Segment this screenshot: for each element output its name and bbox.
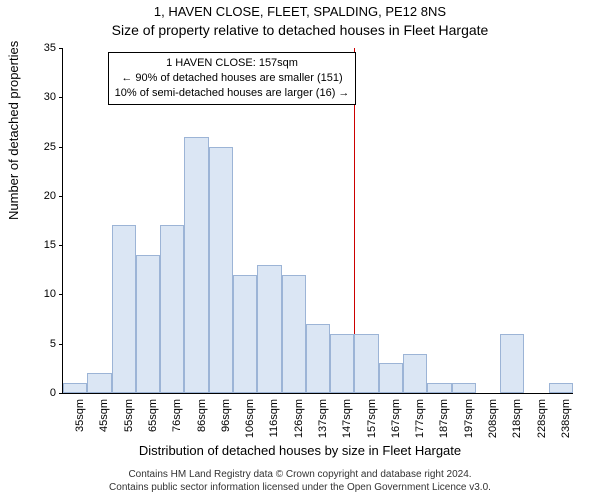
xtick-label: 228sqm (536, 399, 548, 449)
xtick-label: 55sqm (123, 399, 135, 449)
ytick-label: 5 (26, 338, 56, 350)
xtick-label: 197sqm (463, 399, 475, 449)
ytick-label: 35 (26, 42, 56, 54)
xtick-label: 35sqm (74, 399, 86, 449)
bar (136, 255, 160, 393)
callout-line2: ← 90% of detached houses are smaller (15… (115, 71, 350, 86)
xtick-label: 86sqm (196, 399, 208, 449)
xtick-label: 177sqm (414, 399, 426, 449)
bar (330, 334, 354, 393)
xtick-label: 126sqm (293, 399, 305, 449)
ytick-label: 25 (26, 141, 56, 153)
bar (160, 225, 184, 393)
ytick-label: 0 (26, 387, 56, 399)
ytick-mark (59, 294, 63, 295)
bar (233, 275, 257, 393)
bar (403, 354, 427, 393)
bar (87, 373, 111, 393)
bar (379, 363, 403, 393)
callout-line3: 10% of semi-detached houses are larger (… (115, 86, 350, 101)
xtick-label: 147sqm (341, 399, 353, 449)
ytick-mark (59, 147, 63, 148)
ytick-mark (59, 393, 63, 394)
xtick-label: 76sqm (171, 399, 183, 449)
xtick-label: 218sqm (511, 399, 523, 449)
bar (63, 383, 87, 393)
ytick-mark (59, 196, 63, 197)
ytick-label: 15 (26, 239, 56, 251)
bar (209, 147, 233, 393)
ytick-mark (59, 48, 63, 49)
y-axis-label: Number of detached properties (6, 41, 21, 220)
xtick-label: 238sqm (560, 399, 572, 449)
bar (112, 225, 136, 393)
bar (306, 324, 330, 393)
xtick-label: 116sqm (268, 399, 280, 449)
ytick-label: 10 (26, 288, 56, 300)
xtick-label: 45sqm (98, 399, 110, 449)
ytick-mark (59, 245, 63, 246)
chart-title: Size of property relative to detached ho… (0, 22, 600, 38)
bar (452, 383, 476, 393)
address-line: 1, HAVEN CLOSE, FLEET, SPALDING, PE12 8N… (0, 4, 600, 19)
attribution-line1: Contains HM Land Registry data © Crown c… (0, 468, 600, 481)
ytick-mark (59, 344, 63, 345)
xtick-label: 106sqm (244, 399, 256, 449)
bar (257, 265, 281, 393)
attribution-line2: Contains public sector information licen… (0, 481, 600, 494)
bar (184, 137, 208, 393)
bar (354, 334, 378, 393)
xtick-label: 167sqm (390, 399, 402, 449)
attribution: Contains HM Land Registry data © Crown c… (0, 468, 600, 494)
xtick-label: 208sqm (487, 399, 499, 449)
ytick-label: 30 (26, 91, 56, 103)
xtick-label: 96sqm (220, 399, 232, 449)
xtick-label: 65sqm (147, 399, 159, 449)
bar (282, 275, 306, 393)
bar (427, 383, 451, 393)
bar (500, 334, 524, 393)
bar (549, 383, 573, 393)
plot-area: 1 HAVEN CLOSE: 157sqm ← 90% of detached … (62, 48, 573, 394)
ytick-label: 20 (26, 190, 56, 202)
ytick-mark (59, 97, 63, 98)
xtick-label: 137sqm (317, 399, 329, 449)
callout-box: 1 HAVEN CLOSE: 157sqm ← 90% of detached … (108, 52, 357, 105)
xtick-label: 187sqm (438, 399, 450, 449)
xtick-label: 157sqm (366, 399, 378, 449)
callout-line1: 1 HAVEN CLOSE: 157sqm (115, 56, 350, 71)
